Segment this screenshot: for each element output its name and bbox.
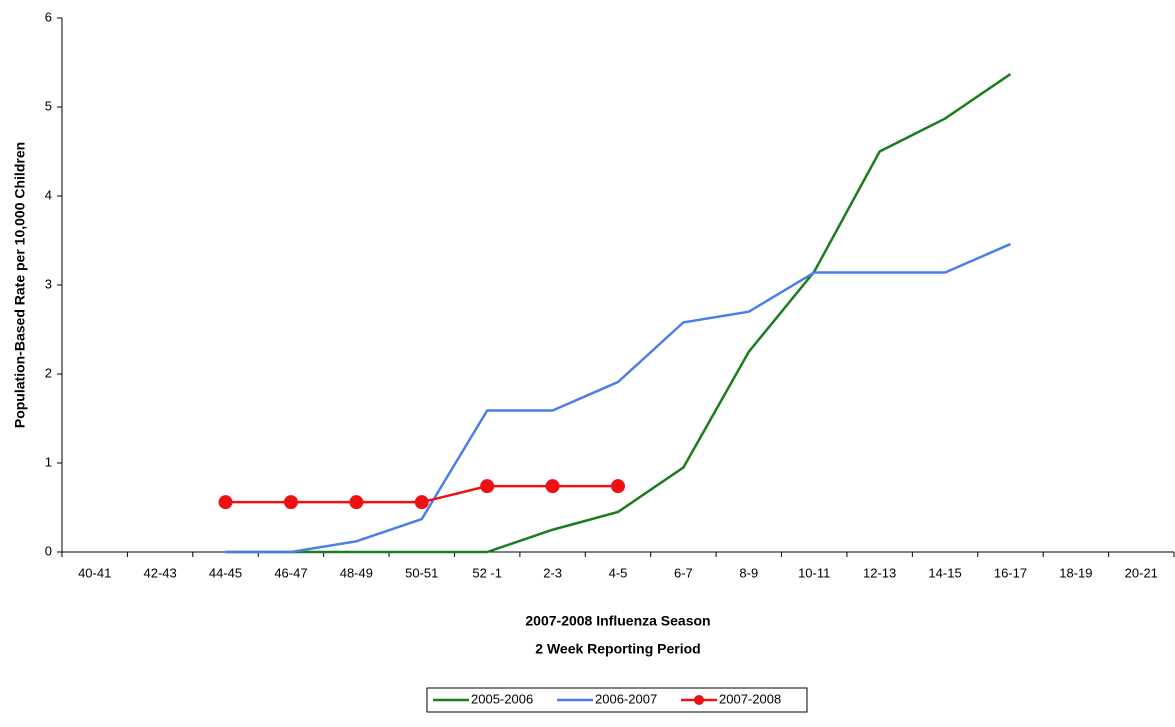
y-tick-label: 4 xyxy=(45,187,52,202)
data-point xyxy=(480,479,495,494)
data-point xyxy=(414,495,429,510)
data-point xyxy=(283,495,298,510)
x-tick-label: 40-41 xyxy=(78,565,111,580)
x-tick-label: 10-11 xyxy=(798,565,830,580)
x-tick-label: 42-43 xyxy=(143,565,176,580)
x-tick-label: 14-15 xyxy=(928,565,961,580)
x-tick-label: 20-21 xyxy=(1125,565,1158,580)
x-tick-label: 52 -1 xyxy=(472,565,502,580)
series-line xyxy=(225,242,1011,554)
y-tick-label: 0 xyxy=(45,543,52,558)
x-axis-label: 2 Week Reporting Period xyxy=(535,641,700,657)
data-point xyxy=(218,495,233,510)
x-tick-label: 6-7 xyxy=(674,565,693,580)
y-tick-label: 3 xyxy=(45,276,52,291)
legend-label: 2006-2007 xyxy=(595,691,657,706)
x-tick-label: 16-17 xyxy=(994,565,1027,580)
y-axis-label: Population-Based Rate per 10,000 Childre… xyxy=(12,142,28,428)
series-line xyxy=(225,73,1012,554)
data-point xyxy=(349,495,364,510)
legend-label: 2007-2008 xyxy=(719,691,781,706)
y-tick-label: 1 xyxy=(45,454,52,469)
x-tick-label: 48-49 xyxy=(340,565,373,580)
y-tick-label: 6 xyxy=(45,9,52,24)
x-tick-label: 12-13 xyxy=(863,565,896,580)
y-tick-label: 5 xyxy=(45,98,52,113)
x-tick-label: 46-47 xyxy=(274,565,307,580)
x-tick-label: 2-3 xyxy=(543,565,562,580)
data-point xyxy=(611,479,625,494)
x-tick-label: 4-5 xyxy=(609,565,628,580)
legend-marker xyxy=(694,695,704,705)
legend: 2005-2006 2006-2007 2007-2008 xyxy=(426,687,808,713)
x-tick-label: 8-9 xyxy=(739,565,758,580)
x-axis-label: 2007-2008 Influenza Season xyxy=(525,613,710,629)
data-point xyxy=(545,479,560,494)
legend-label: 2005-2006 xyxy=(471,691,533,706)
x-tick-label: 44-45 xyxy=(209,565,242,580)
x-tick-label: 18-19 xyxy=(1059,565,1092,580)
legend-box xyxy=(426,687,808,713)
y-tick-label: 2 xyxy=(45,365,52,380)
x-tick-label: 50-51 xyxy=(405,565,438,580)
